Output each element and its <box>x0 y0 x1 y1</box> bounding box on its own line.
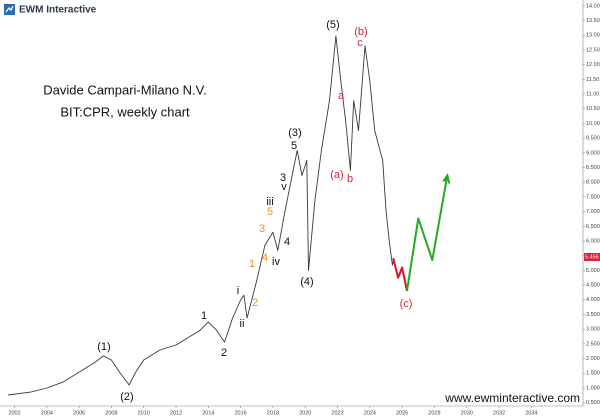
y-tick-label: 10.00 <box>586 121 600 127</box>
logo-icon <box>4 4 15 15</box>
x-tick-label: 2008 <box>105 410 117 416</box>
y-tick-label: 3.000 <box>586 327 600 333</box>
x-tick-label: 2020 <box>299 410 311 416</box>
x-tick-label: 2012 <box>170 410 182 416</box>
wave-label: 3 <box>280 172 286 184</box>
y-tick-label: 12.00 <box>586 62 600 68</box>
x-tick-label: 2014 <box>202 410 214 416</box>
y-tick-label: 3.500 <box>586 312 600 318</box>
x-tick-label: 2018 <box>267 410 279 416</box>
y-tick-label: 9.500 <box>586 136 600 142</box>
arrow-head <box>442 173 451 184</box>
wave-label: 2 <box>221 347 227 359</box>
wave-label: (a) <box>330 169 343 181</box>
y-tick-label: 10.50 <box>586 106 600 112</box>
wave-label: ii <box>240 318 245 330</box>
y-tick-label: 8.500 <box>586 165 600 171</box>
chart-subtitle: BIT:CPR, weekly chart <box>60 104 190 119</box>
logo: EWM Interactive <box>4 4 97 16</box>
last-price-label: 5.456 <box>585 254 599 260</box>
wave-label: c <box>357 37 363 49</box>
website: www.ewminteractive.com <box>444 391 580 405</box>
wave-label: 5 <box>291 140 297 152</box>
wave-label: (5) <box>326 19 339 31</box>
y-tick-label: 12.50 <box>586 47 600 53</box>
y-tick-label: 11.00 <box>586 92 599 98</box>
x-tick-label: 2030 <box>461 410 473 416</box>
y-tick-label: 2.500 <box>586 341 600 347</box>
y-tick-label: 2.000 <box>586 356 600 362</box>
y-tick-label: 0.500 <box>586 400 600 406</box>
y-tick-label: 5.000 <box>586 268 600 274</box>
y-tick-label: 14.00 <box>586 3 600 9</box>
y-tick-label: 1.000 <box>586 385 600 391</box>
logo-glyph <box>5 5 14 13</box>
x-tick-label: 2028 <box>428 410 440 416</box>
wave-label: (4) <box>300 276 313 288</box>
y-tick-label: 1.500 <box>586 371 600 377</box>
wave-label: (3) <box>288 127 301 139</box>
x-tick-label: 2026 <box>396 410 408 416</box>
y-tick-label: 8.000 <box>586 180 600 186</box>
wave-label: 1 <box>201 310 207 322</box>
chart-title: Davide Campari-Milano N.V. <box>43 82 207 97</box>
wave-label: b <box>347 173 353 185</box>
wave-label: (c) <box>400 298 413 310</box>
y-tick-label: 7.500 <box>586 194 600 200</box>
wave-label: a <box>338 90 345 102</box>
x-tick-label: 2016 <box>235 410 247 416</box>
x-tick-label: 2024 <box>364 410 376 416</box>
wave-label: v <box>281 181 287 193</box>
wave-label: (2) <box>120 391 133 403</box>
x-tick-label: 2004 <box>41 410 53 416</box>
y-tick-label: 11.50 <box>586 77 599 83</box>
y-tick-label: 4.000 <box>586 297 600 303</box>
x-tick-label: 2002 <box>8 410 20 416</box>
wave-label: (b) <box>354 26 367 38</box>
wave-label: 3 <box>259 223 265 235</box>
wave-label: (1) <box>97 341 110 353</box>
y-tick-label: 13.50 <box>586 18 600 24</box>
wave-label: iv <box>272 256 280 268</box>
wave-label: i <box>237 285 239 297</box>
wave-label: 1 <box>249 258 255 270</box>
y-tick-label: 4.500 <box>586 283 600 289</box>
wave-label: 4 <box>284 236 290 248</box>
price-line <box>8 35 395 396</box>
wave-label: iii <box>266 196 273 208</box>
brand: EWM Interactive <box>19 5 97 16</box>
y-tick-label: 6.000 <box>586 238 600 244</box>
last-price-tag <box>584 252 600 261</box>
x-tick-label: 2022 <box>331 410 343 416</box>
wave-label: 4 <box>262 252 268 264</box>
price-line <box>392 258 408 292</box>
x-tick-label: 2010 <box>138 410 150 416</box>
price-line <box>406 175 449 292</box>
y-tick-label: 9.000 <box>586 150 600 156</box>
wave-label: 2 <box>252 297 258 309</box>
y-tick-label: 13.00 <box>586 33 600 39</box>
y-tick-label: 6.500 <box>586 224 600 230</box>
x-tick-label: 2006 <box>73 410 85 416</box>
y-tick-label: 7.000 <box>586 209 600 215</box>
wave-label: 5 <box>267 206 273 218</box>
x-tick-label: 2032 <box>493 410 505 416</box>
x-tick-label: 2034 <box>525 410 537 416</box>
